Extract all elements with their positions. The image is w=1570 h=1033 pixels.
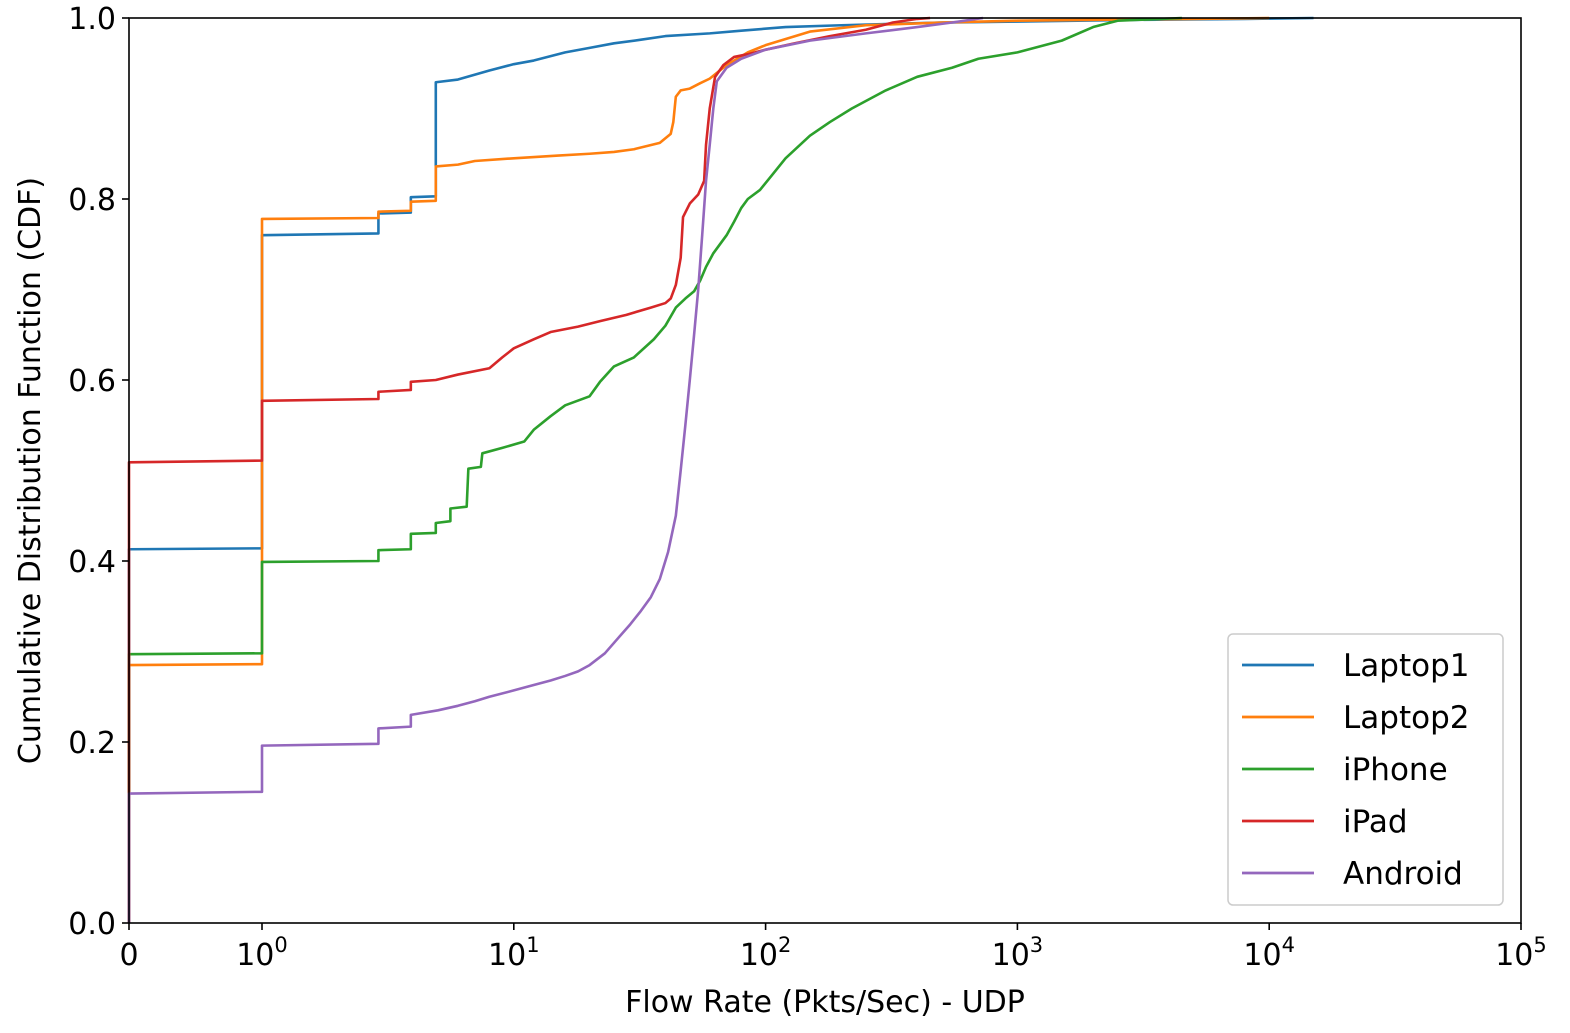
y-tick-label: 0.0 (68, 907, 116, 942)
legend-label-laptop2: Laptop2 (1343, 700, 1469, 736)
x-tick-base: 10 (236, 938, 274, 973)
y-tick-label: 0.4 (68, 545, 116, 580)
x-tick-exponent: 4 (1282, 933, 1295, 957)
y-tick-label: 0.6 (68, 364, 116, 399)
x-tick-label: 104 (1243, 933, 1295, 973)
legend-box (1227, 633, 1504, 906)
x-tick-base: 0 (119, 938, 138, 973)
series-layer (127, 16, 1314, 923)
x-tick-label: 102 (740, 933, 792, 973)
x-tick-exponent: 1 (526, 933, 539, 957)
x-tick-base: 10 (740, 938, 778, 973)
x-tick-exponent: 3 (1030, 933, 1043, 957)
x-tick-base: 10 (488, 938, 526, 973)
x-tick-exponent: 5 (1533, 933, 1546, 957)
y-tick-label: 0.8 (68, 183, 116, 218)
series-line-laptop2 (127, 16, 1270, 923)
legend-label-ipad: iPad (1343, 804, 1408, 840)
y-axis-title: Cumulative Distribution Function (CDF) (13, 177, 48, 764)
legend-label-laptop1: Laptop1 (1343, 648, 1469, 684)
y-tick-label: 1.0 (68, 2, 116, 37)
x-tick-label: 103 (992, 933, 1044, 973)
x-tick-label: 0 (119, 938, 138, 973)
legend-label-iphone: iPhone (1343, 752, 1448, 788)
series-line-android (127, 16, 984, 923)
x-tick-label: 100 (236, 933, 288, 973)
series-line-ipad (127, 16, 931, 923)
legend-label-android: Android (1343, 856, 1463, 892)
x-tick-base: 10 (1243, 938, 1281, 973)
x-tick-base: 10 (992, 938, 1030, 973)
y-axis-ticks: 0.0 0.2 0.4 0.6 0.8 1.0 (68, 2, 129, 942)
x-tick-label: 101 (488, 933, 540, 973)
plot-frame (128, 17, 1522, 924)
x-axis-title: Flow Rate (Pkts/Sec) - UDP (625, 985, 1025, 1020)
x-tick-label: 105 (1495, 933, 1547, 973)
legend: Laptop1 Laptop2 iPhone iPad Android (1227, 633, 1504, 906)
y-tick-label: 0.2 (68, 726, 116, 761)
x-tick-exponent: 2 (778, 933, 791, 957)
x-tick-base: 10 (1495, 938, 1533, 973)
series-line-iphone (127, 16, 1182, 923)
x-axis-ticks: 0 100 101 102 103 104 105 (119, 923, 1547, 973)
series-line-laptop1 (127, 16, 1314, 923)
x-tick-exponent: 0 (274, 933, 287, 957)
